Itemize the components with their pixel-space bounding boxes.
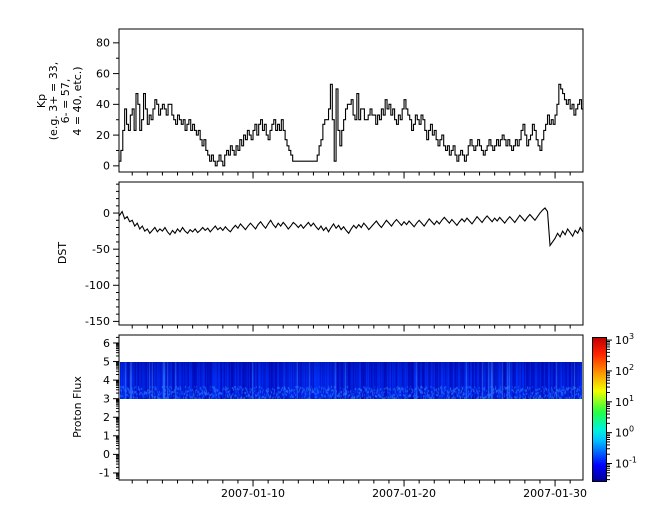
proton-flux-axis-label: Proton Flux (71, 376, 84, 438)
svg-text:102: 102 (615, 363, 634, 378)
svg-text:-50: -50 (92, 243, 110, 256)
dst-axis-label: DST (56, 241, 69, 265)
svg-text:1: 1 (103, 430, 110, 443)
proton-flux-spectrogram-band (120, 362, 582, 399)
colorbar (592, 337, 607, 482)
svg-text:40: 40 (96, 98, 110, 111)
svg-text:80: 80 (96, 37, 110, 50)
svg-text:0: 0 (103, 448, 110, 461)
svg-text:101: 101 (615, 394, 634, 409)
svg-text:100: 100 (615, 425, 634, 440)
proton-flux-panel (119, 335, 583, 480)
dst-panel (119, 182, 583, 325)
kp-panel (119, 29, 583, 172)
svg-text:2: 2 (103, 411, 110, 424)
kp-axis-label-line4: 4 = 40, etc.) (71, 66, 84, 136)
svg-text:103: 103 (615, 332, 634, 347)
kp-axis-label: Kp (e.g. 3+ = 33, 6- = 57, 4 = 40, etc.) (35, 21, 84, 181)
svg-text:0: 0 (103, 207, 110, 220)
svg-text:2007-01-10: 2007-01-10 (221, 487, 285, 500)
svg-text:20: 20 (96, 129, 110, 142)
svg-text:-150: -150 (85, 315, 110, 328)
svg-text:3: 3 (103, 392, 110, 405)
svg-text:5: 5 (103, 355, 110, 368)
svg-text:0: 0 (103, 160, 110, 173)
svg-text:6: 6 (103, 337, 110, 350)
svg-text:2007-01-20: 2007-01-20 (372, 487, 436, 500)
colorbar-gradient (592, 337, 607, 482)
svg-text:10-1: 10-1 (615, 455, 637, 470)
svg-text:60: 60 (96, 67, 110, 80)
svg-text:-100: -100 (85, 279, 110, 292)
svg-text:-1: -1 (99, 467, 110, 480)
svg-text:4: 4 (103, 374, 110, 387)
svg-text:2007-01-30: 2007-01-30 (523, 487, 587, 500)
